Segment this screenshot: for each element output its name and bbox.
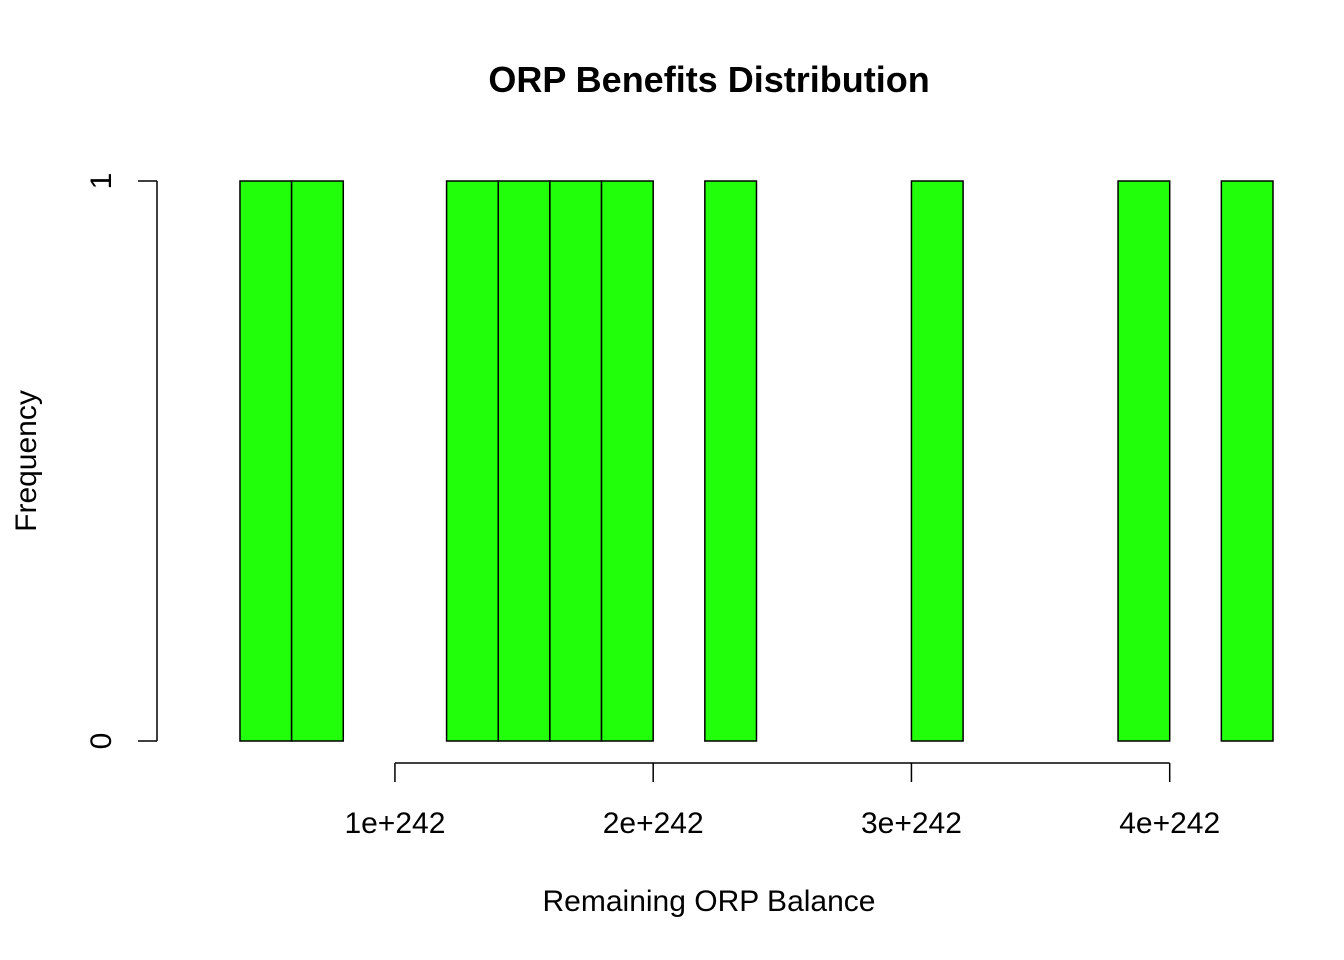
y-tick-label-0: 0 [85, 733, 118, 750]
histogram-bar-6 [549, 180, 603, 742]
x-tick-label-1: 2e+242 [603, 807, 704, 840]
chart-title: ORP Benefits Distribution [488, 59, 929, 100]
x-tick-label-3: 4e+242 [1119, 807, 1220, 840]
histogram-bar-13 [910, 180, 964, 742]
x-tick-label-0: 1e+242 [344, 807, 445, 840]
x-axis-label: Remaining ORP Balance [543, 885, 876, 918]
histogram-bar-17 [1117, 180, 1171, 742]
x-tick-label-2: 3e+242 [861, 807, 962, 840]
histogram-bar-9 [704, 180, 758, 742]
histogram-bar-19 [1220, 180, 1274, 742]
bars-group [239, 180, 1274, 742]
y-axis: 01 [85, 173, 158, 750]
histogram-bar-5 [497, 180, 551, 742]
x-axis: 1e+242 2e+242 3e+242 4e+242 [344, 762, 1220, 840]
histogram-bar-0 [239, 180, 293, 742]
histogram-bar-7 [600, 180, 654, 742]
histogram-bar-1 [290, 180, 345, 742]
y-axis-label: Frequency [10, 390, 43, 532]
histogram-bar-4 [445, 180, 499, 742]
y-tick-label-1: 1 [85, 173, 118, 190]
